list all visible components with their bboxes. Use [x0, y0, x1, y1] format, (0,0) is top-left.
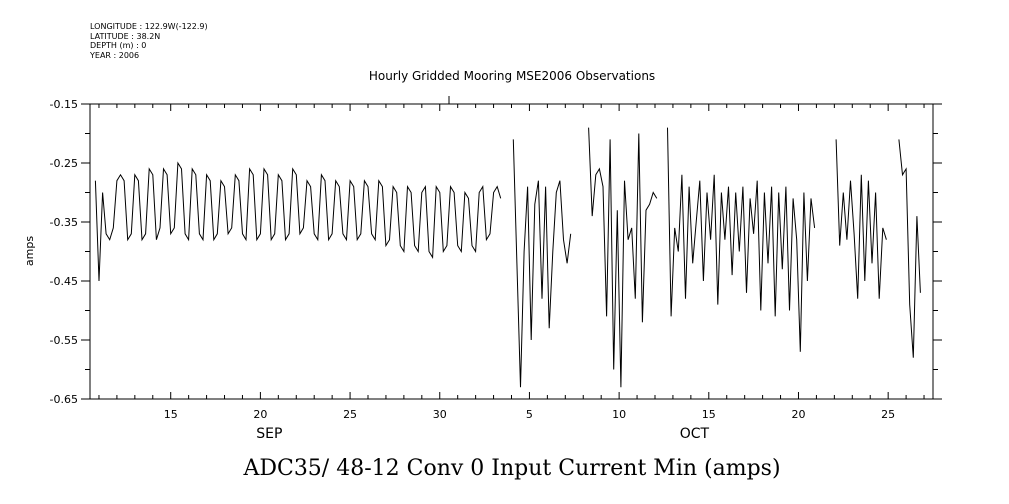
series-line — [94, 161, 502, 282]
x-tick-label: 25 — [343, 408, 357, 421]
latitude-text: LATITUDE : 38.2N — [90, 31, 161, 41]
y-tick-label: -0.55 — [50, 334, 78, 347]
bottom-title: ADC35/ 48-12 Conv 0 Input Current Min (a… — [242, 456, 780, 481]
y-tick-label: -0.25 — [50, 157, 78, 170]
series-line — [835, 139, 887, 299]
year-text: YEAR : 2006 — [90, 50, 140, 60]
y-tick-labels: -0.15 -0.25 -0.35 -0.45 -0.55 -0.65 — [50, 98, 78, 406]
x-tick-label: 15 — [164, 408, 178, 421]
x-tick-label: 20 — [253, 408, 267, 421]
month-label: SEP — [256, 426, 282, 442]
axis-ticks — [81, 103, 942, 400]
series-group — [94, 127, 921, 388]
metadata-block: LONGITUDE : 122.9W(-122.9) LATITUDE : 38… — [90, 22, 208, 60]
series-line — [588, 127, 658, 388]
chart-title: Hourly Gridded Mooring MSE2006 Observati… — [369, 69, 655, 83]
x-tick-label: 30 — [433, 408, 447, 421]
x-tick-label: 10 — [612, 408, 626, 421]
y-tick-label: -0.15 — [50, 98, 78, 111]
y-axis-label: amps — [23, 236, 36, 266]
x-tick-label: 20 — [791, 408, 805, 421]
y-tick-label: -0.35 — [50, 216, 78, 229]
depth-text: DEPTH (m) : 0 — [90, 41, 147, 50]
month-labels: SEP OCT — [256, 426, 709, 442]
y-tick-label: -0.65 — [50, 393, 78, 406]
y-tick-label: -0.45 — [50, 275, 78, 288]
x-tick-label: 5 — [526, 408, 533, 421]
x-tick-label: 25 — [881, 408, 895, 421]
series-line — [512, 139, 572, 388]
longitude-text: LONGITUDE : 122.9W(-122.9) — [90, 22, 208, 31]
series-line — [667, 127, 816, 352]
x-tick-label: 15 — [702, 408, 716, 421]
series-line — [898, 139, 921, 358]
month-label: OCT — [680, 426, 710, 442]
x-tick-labels: 15 20 25 30 5 10 15 20 25 — [164, 408, 895, 421]
